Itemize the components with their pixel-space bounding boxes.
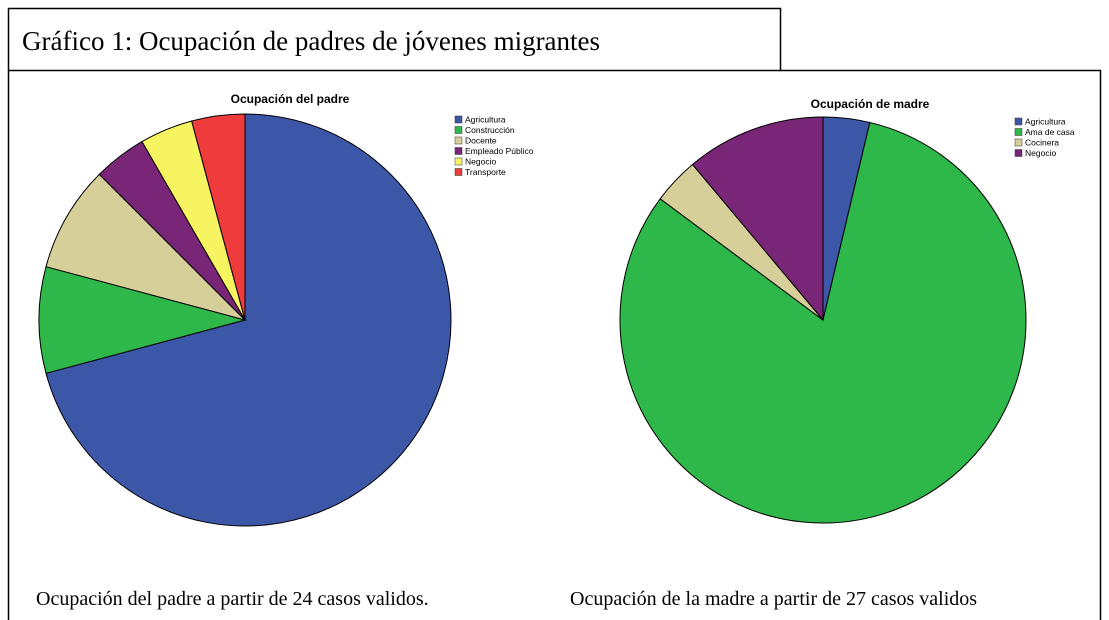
- caption: Ocupación del padre a partir de 24 casos…: [36, 588, 429, 610]
- legend-swatch: [454, 157, 463, 166]
- legend-label: Empleado Público: [465, 146, 534, 156]
- legend-label: Agricultura: [465, 115, 506, 125]
- caption: Ocupación de la madre a partir de 27 cas…: [570, 588, 977, 610]
- pie-slice: [38, 266, 247, 374]
- title-box: [7, 7, 782, 72]
- chart-title: Ocupación de madre: [811, 97, 930, 111]
- pie-slice: [691, 116, 824, 322]
- chart-title: Ocupación del padre: [231, 92, 350, 106]
- legend-swatch: [1014, 117, 1023, 126]
- legend-label: Negocio: [1025, 148, 1056, 158]
- pie-slice: [619, 121, 1027, 524]
- legend-swatch: [1014, 138, 1023, 147]
- legend-label: Docente: [465, 136, 497, 146]
- frame: [7, 69, 1102, 620]
- pie-slice: [45, 173, 247, 321]
- legend-label: Construcción: [465, 125, 515, 135]
- pie-slice: [191, 113, 246, 321]
- legend-label: Negocio: [465, 157, 496, 167]
- legend-swatch: [1014, 128, 1023, 136]
- legend-swatch: [454, 115, 463, 124]
- legend-label: Agricultura: [1025, 117, 1066, 127]
- legend-swatch: [454, 147, 463, 155]
- legend-swatch: [454, 136, 463, 145]
- legend-swatch: [454, 168, 463, 176]
- legend-label: Cocinera: [1025, 138, 1059, 148]
- pie-slice: [45, 113, 452, 527]
- legend-label: Ama de casa: [1025, 127, 1075, 137]
- figure-title: Gráfico 1: Ocupación de padres de jóvene…: [22, 26, 600, 56]
- legend-swatch: [1014, 149, 1023, 157]
- legend-swatch: [454, 126, 463, 134]
- legend-label: Transporte: [465, 167, 506, 177]
